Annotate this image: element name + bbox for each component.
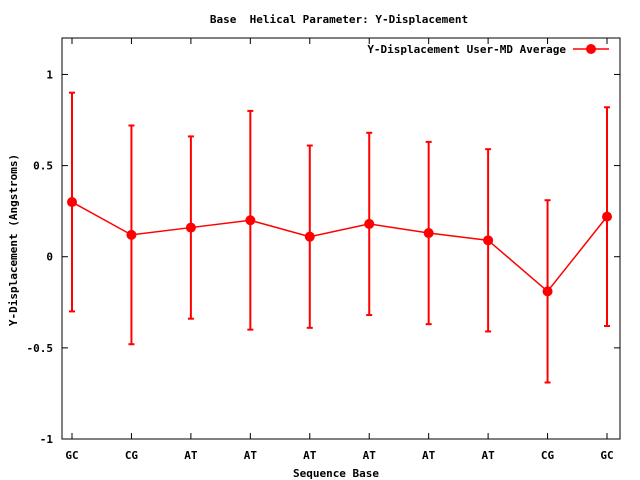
plot-frame xyxy=(61,37,621,440)
y-tick-label: 1 xyxy=(46,68,53,81)
legend: Y-Displacement User-MD Average xyxy=(367,43,609,56)
x-tick-label: AT xyxy=(244,449,258,462)
chart-title: Base Helical Parameter: Y-Displacement xyxy=(210,13,468,26)
y-tick-label: 0 xyxy=(46,251,53,264)
data-point xyxy=(602,211,612,222)
x-axis-ticks: GC CG AT AT AT AT AT AT CG GC xyxy=(65,38,614,462)
data-point xyxy=(483,235,494,246)
y-tick-label: 0.5 xyxy=(33,160,53,173)
data-point xyxy=(185,222,196,233)
legend-marker xyxy=(586,44,596,54)
x-tick-label: GC xyxy=(600,449,613,462)
x-tick-label: AT xyxy=(184,449,198,462)
y-axis-label: Y-Displacement (Angstroms) xyxy=(7,154,20,326)
x-tick-label: AT xyxy=(422,449,436,462)
error-bars xyxy=(69,91,610,384)
y-tick-label: -1 xyxy=(40,433,54,446)
y-axis-ticks: -1 -0.5 0 0.5 1 xyxy=(27,68,620,446)
x-tick-label: CG xyxy=(541,449,555,462)
x-tick-label: AT xyxy=(363,449,377,462)
data-point xyxy=(304,231,315,242)
series-line xyxy=(71,201,608,293)
legend-label: Y-Displacement User-MD Average xyxy=(367,43,566,56)
data-point xyxy=(364,218,375,229)
data-point xyxy=(67,197,77,208)
x-tick-label: AT xyxy=(481,449,495,462)
y-tick-label: -0.5 xyxy=(27,342,54,355)
series-line-group xyxy=(67,197,612,297)
x-axis-label: Sequence Base xyxy=(293,467,379,480)
x-tick-label: GC xyxy=(65,449,78,462)
x-tick-label: CG xyxy=(125,449,139,462)
x-tick-label: AT xyxy=(303,449,317,462)
data-point xyxy=(126,229,137,240)
data-point xyxy=(245,215,256,226)
data-point xyxy=(542,286,553,297)
data-point xyxy=(423,228,434,239)
